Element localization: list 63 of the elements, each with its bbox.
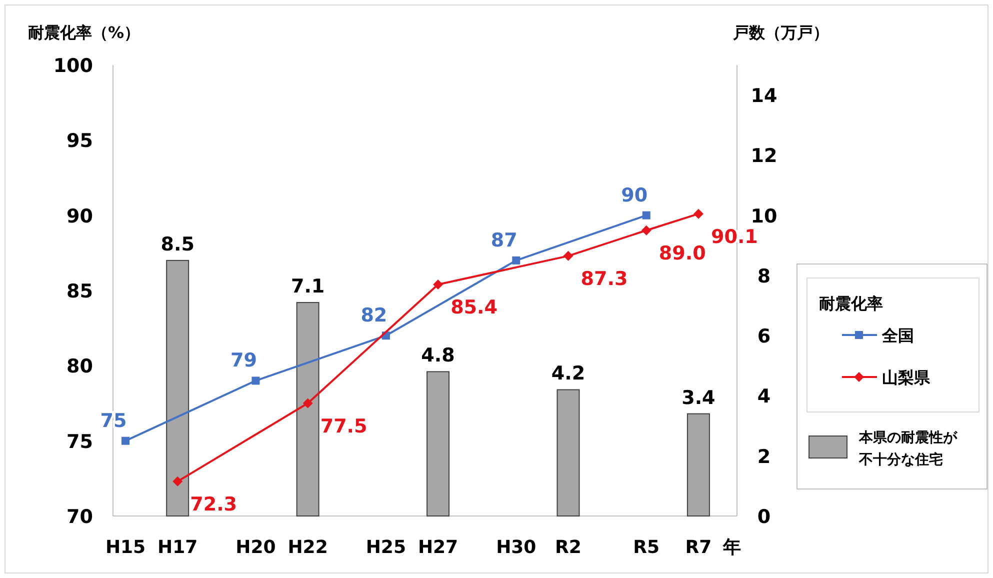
data-label: 85.4 (450, 296, 498, 318)
data-label: 75 (100, 410, 127, 432)
point (302, 398, 313, 408)
point (563, 250, 574, 261)
legend-label: 山梨県 (882, 368, 931, 387)
point (641, 225, 652, 236)
data-label: 90.1 (711, 226, 758, 248)
legend-label: 本県の耐震性が不十分な住宅 (858, 430, 958, 468)
data-label: 77.5 (320, 415, 368, 438)
data-label: 79 (230, 350, 257, 372)
y2-tick-label: 2 (757, 446, 771, 468)
data-label: 90 (621, 184, 648, 206)
y-tick-label: 75 (66, 430, 93, 453)
y2-tick-label: 10 (750, 205, 778, 228)
data-label: 87.3 (580, 268, 628, 290)
point (252, 376, 260, 385)
x-tick-label: H15 (105, 537, 146, 558)
x-tick-label: H22 (288, 537, 328, 558)
point (642, 211, 650, 220)
y-axis-title: 耐震化率（%） (28, 23, 140, 42)
data-label: 8.5 (160, 233, 194, 256)
point (693, 208, 704, 219)
y2-axis-title: 戸数（万戸） (732, 23, 829, 42)
data-label: 4.2 (551, 362, 586, 385)
legend-label: 全国 (881, 326, 914, 345)
y2-tick-label: 14 (750, 85, 778, 108)
data-label: 3.4 (682, 386, 716, 409)
y2-tick-label: 8 (757, 265, 771, 288)
y2-tick-label: 6 (757, 326, 771, 348)
x-tick-label: R5 (633, 537, 660, 558)
x-tick-label: H20 (236, 537, 276, 558)
y-tick-label: 90 (66, 205, 93, 228)
x-tick-label: H17 (158, 537, 198, 558)
y-tick-label: 95 (66, 130, 93, 152)
y2-tick-label: 4 (757, 386, 771, 408)
y2-tick-label: 12 (750, 145, 778, 168)
data-label: 87 (490, 229, 518, 252)
x-tick-label: H30 (496, 537, 536, 558)
point (512, 256, 520, 264)
data-label: 89.0 (658, 242, 706, 264)
y-tick-label: 70 (66, 506, 93, 528)
y-tick-label: 100 (53, 55, 93, 77)
bar (686, 413, 710, 516)
legend-title: 耐震化率 (819, 294, 883, 313)
x-tick-label: R2 (555, 537, 582, 558)
y-tick-label: 85 (66, 280, 93, 302)
bar (556, 389, 580, 516)
x-tick-label: H27 (418, 537, 458, 558)
point (433, 279, 444, 290)
x-tick-label: R7 (685, 537, 712, 558)
bar (296, 302, 320, 516)
data-label: 7.1 (290, 276, 325, 298)
point (172, 476, 183, 486)
data-label: 4.8 (421, 344, 455, 367)
data-label: 82 (360, 304, 388, 327)
data-label: 72.3 (190, 493, 238, 516)
y-tick-label: 80 (66, 356, 93, 378)
point (122, 436, 130, 445)
y2-tick-label: 0 (757, 506, 771, 528)
bar (426, 371, 450, 516)
x-tick-label: H25 (366, 537, 406, 558)
bar (166, 260, 190, 516)
x-axis-title: 年 (722, 537, 741, 558)
